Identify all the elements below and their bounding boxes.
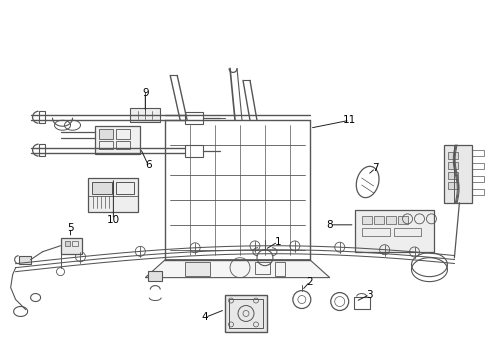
Text: 6: 6 xyxy=(145,160,151,170)
Bar xyxy=(397,216,408,224)
Bar xyxy=(65,241,71,246)
Bar xyxy=(275,262,285,276)
Bar xyxy=(386,216,395,224)
Polygon shape xyxy=(145,260,330,278)
Bar xyxy=(448,182,458,189)
Bar xyxy=(362,216,371,224)
Bar xyxy=(444,145,472,203)
Bar xyxy=(472,150,484,156)
Bar xyxy=(116,141,130,149)
Bar xyxy=(99,141,113,149)
Bar xyxy=(472,189,484,195)
Text: 1: 1 xyxy=(274,237,281,247)
Bar xyxy=(448,162,458,169)
Bar xyxy=(354,297,369,309)
Bar xyxy=(116,129,130,139)
Bar xyxy=(61,238,82,254)
Bar xyxy=(472,163,484,169)
Text: 8: 8 xyxy=(326,220,333,230)
Bar xyxy=(130,108,160,122)
Bar xyxy=(148,271,162,280)
Bar xyxy=(448,152,458,159)
Bar xyxy=(393,228,421,236)
Bar xyxy=(93,182,112,194)
Bar xyxy=(185,262,210,276)
Text: 11: 11 xyxy=(343,115,356,125)
Text: 7: 7 xyxy=(372,163,379,173)
Bar xyxy=(472,176,484,182)
Bar xyxy=(374,216,384,224)
Bar xyxy=(116,182,134,194)
Bar xyxy=(185,145,203,157)
Bar xyxy=(229,298,263,328)
Bar xyxy=(448,172,458,179)
Text: 4: 4 xyxy=(202,312,208,323)
Bar xyxy=(362,228,390,236)
Bar xyxy=(39,111,45,123)
Bar xyxy=(89,178,138,212)
Bar xyxy=(96,126,140,154)
Bar xyxy=(73,241,78,246)
Bar xyxy=(355,210,435,252)
Bar xyxy=(99,129,113,139)
Bar xyxy=(19,256,30,264)
Bar xyxy=(185,112,203,124)
Text: 9: 9 xyxy=(142,88,148,98)
Bar xyxy=(39,144,45,156)
Text: 5: 5 xyxy=(67,223,74,233)
Bar xyxy=(225,294,267,332)
Bar xyxy=(255,262,270,274)
Text: 3: 3 xyxy=(367,289,373,300)
Text: 2: 2 xyxy=(307,276,313,287)
Text: 10: 10 xyxy=(107,215,120,225)
